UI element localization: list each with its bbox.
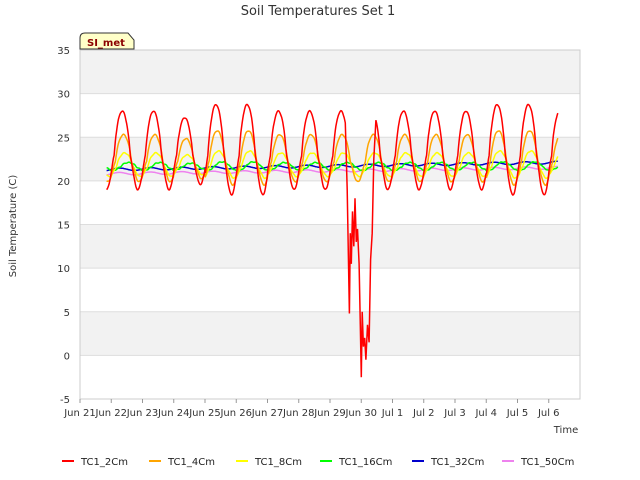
series-line-tc1_4cm <box>106 130 559 187</box>
band <box>80 180 580 225</box>
legend-item-tc1_8cm: TC1_8Cm <box>236 457 302 468</box>
x-tick-label: Jul 2 <box>412 408 435 419</box>
x-tick-label: Jun 24 <box>157 408 190 419</box>
y-tick-label: 35 <box>57 46 70 57</box>
background-bands <box>80 50 580 399</box>
x-tick-label: Jun 22 <box>94 408 127 419</box>
x-tick-label: Jun 21 <box>63 408 96 419</box>
x-tick-label: Jul 5 <box>506 408 529 419</box>
band <box>80 224 580 269</box>
x-tick-label: Jun 28 <box>282 408 315 419</box>
y-tick-label: -5 <box>60 395 70 406</box>
legend-label: TC1_4Cm <box>167 457 215 468</box>
x-tick-label: Jun 26 <box>219 408 252 419</box>
x-tick-label: Jul 6 <box>537 408 560 419</box>
y-tick-label: 30 <box>57 90 70 101</box>
legend: TC1_2Cm TC1_4Cm TC1_8Cm TC1_16Cm TC1_32Cm TC1… <box>62 457 574 468</box>
legend-label: TC1_32Cm <box>430 457 484 468</box>
y-axis: -5 0 5 10 15 20 25 30 35 <box>57 46 70 406</box>
x-tick-label: Jun 30 <box>344 408 377 419</box>
y-axis-title: Soil Temperature (C) <box>8 175 19 278</box>
legend-item-tc1_2cm: TC1_2Cm <box>62 457 128 468</box>
band <box>80 50 580 94</box>
legend-label: TC1_8Cm <box>254 457 302 468</box>
site-badge: SI_met <box>79 32 135 50</box>
x-tick-label: Jun 25 <box>188 408 221 419</box>
band <box>80 355 580 399</box>
y-tick-label: 20 <box>57 177 70 188</box>
x-tick-label: Jul 1 <box>381 408 404 419</box>
y-tick-label: 25 <box>57 133 70 144</box>
y-tick-label: 10 <box>57 264 70 275</box>
legend-label: TC1_50Cm <box>520 457 574 468</box>
band <box>80 311 580 356</box>
legend-item-tc1_50cm: TC1_50Cm <box>502 457 574 468</box>
y-tick-label: 5 <box>64 308 70 319</box>
y-tick-label: 15 <box>57 221 70 232</box>
series-lines <box>106 103 559 378</box>
legend-label: TC1_16Cm <box>338 457 392 468</box>
x-tick-label: Jun 29 <box>313 408 346 419</box>
band <box>80 93 580 138</box>
x-tick-label: Jun 27 <box>251 408 284 419</box>
series-line-tc1_2cm <box>106 103 559 378</box>
legend-item-tc1_4cm: TC1_4Cm <box>149 457 215 468</box>
site-label: SI_met <box>87 38 125 49</box>
x-tick-label: Jul 4 <box>474 408 497 419</box>
x-axis: Jun 21 Jun 22 Jun 23 Jun 24 Jun 25 Jun 26 Jun … <box>63 399 560 419</box>
band <box>80 268 580 312</box>
legend-label: TC1_2Cm <box>80 457 128 468</box>
x-axis-title: Time <box>553 425 578 436</box>
chart-title: Soil Temperatures Set 1 <box>241 4 396 19</box>
legend-item-tc1_32cm: TC1_32Cm <box>412 457 484 468</box>
y-tick-label: 0 <box>64 351 70 362</box>
x-tick-label: Jun 23 <box>126 408 159 419</box>
series-line-tc1_8cm <box>106 149 559 180</box>
legend-item-tc1_16cm: TC1_16Cm <box>320 457 392 468</box>
x-tick-label: Jul 3 <box>443 408 466 419</box>
